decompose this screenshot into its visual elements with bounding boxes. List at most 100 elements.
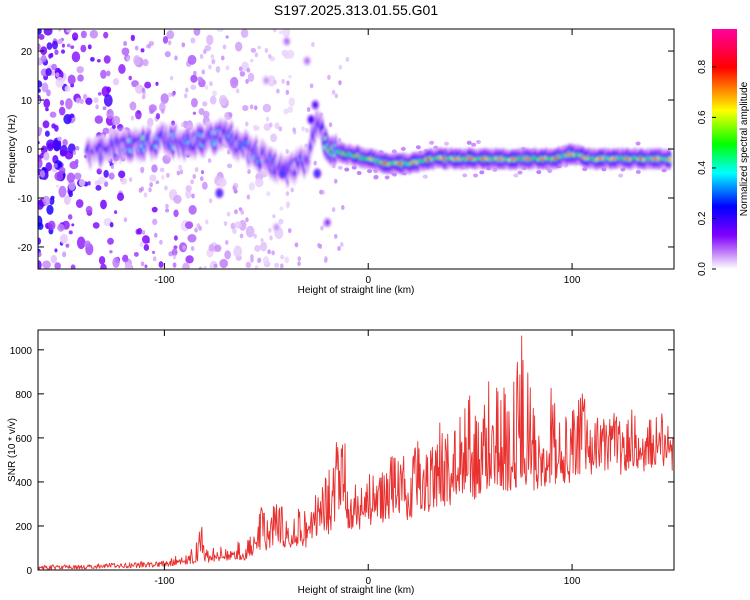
- spectrogram-noise-blob: [123, 217, 128, 223]
- spectrogram-noise-blob: [184, 87, 189, 93]
- spectrogram-noise-blob: [54, 262, 61, 269]
- spectrogram-noise-blob: [222, 44, 227, 50]
- spectrogram-noise-blob: [341, 205, 345, 211]
- spectrogram-noise-blob: [62, 251, 67, 258]
- spectrogram-secondary-blob: [274, 224, 279, 231]
- spectrogram-noise-blob: [266, 191, 271, 197]
- spectrogram-noise-blob: [143, 243, 150, 251]
- spectrogram-noise-blob: [141, 94, 146, 100]
- spectrogram-noise-blob: [232, 228, 237, 234]
- spectrogram-noise-blob: [178, 164, 183, 170]
- spectrogram-noise-blob: [63, 114, 72, 125]
- spectrogram-noise-blob: [155, 180, 160, 185]
- spectrogram-noise-blob: [38, 260, 42, 269]
- spectrogram-noise-blob: [199, 54, 204, 60]
- spectrogram-noise-blob: [75, 146, 80, 151]
- spectrogram-noise-blob: [164, 51, 171, 58]
- spectrogram-noise-blob: [180, 122, 185, 128]
- spectrogram-noise-blob: [46, 89, 51, 97]
- spectrogram-noise-blob: [58, 106, 66, 116]
- spectrogram-noise-blob: [268, 227, 272, 233]
- spectrogram-noise-blob: [147, 117, 154, 127]
- spectrogram-noise-blob: [38, 199, 44, 210]
- spectrogram-noise-blob: [84, 240, 91, 248]
- spectrogram-noise-blob: [124, 262, 132, 269]
- spectrogram-noise-blob: [479, 170, 485, 175]
- spectrogram-noise-blob: [333, 233, 338, 239]
- spectrogram-noise-blob: [107, 237, 114, 245]
- spectrogram-noise-blob: [356, 171, 362, 176]
- spectrogram-noise-blob: [226, 163, 233, 169]
- spectrogram-noise-blob: [301, 126, 305, 132]
- spectrogram-noise-blob: [100, 263, 107, 269]
- spectrogram-noise-blob: [182, 262, 190, 269]
- spectrogram-noise-blob: [201, 69, 206, 75]
- spectrogram-noise-blob: [270, 133, 278, 143]
- spectrogram-noise-blob: [331, 89, 336, 95]
- spectrogram-noise-blob: [159, 239, 163, 245]
- spectrogram-noise-blob: [204, 219, 209, 225]
- spectrogram-noise-blob: [133, 251, 139, 257]
- spectrogram-noise-blob: [164, 185, 168, 191]
- spectrogram-noise-blob: [254, 125, 260, 131]
- spectrogram-noise-blob: [79, 98, 84, 105]
- spectrogram-noise-blob: [297, 261, 301, 267]
- spectrogram-noise-blob: [72, 150, 77, 155]
- spectrogram-noise-blob: [51, 40, 59, 50]
- spectrogram-noise-blob: [279, 206, 284, 211]
- spectrogram-noise-blob: [171, 120, 176, 126]
- spectrogram-secondary-blob: [216, 190, 222, 197]
- spectrogram-noise-blob: [233, 245, 243, 258]
- spectrogram-noise-blob: [50, 254, 58, 264]
- spectrogram-noise-blob: [250, 47, 257, 53]
- spectrogram-noise-blob: [118, 64, 126, 74]
- snr-ytick-label: 0: [26, 566, 32, 577]
- spectrogram-noise-blob: [54, 171, 64, 182]
- snr-plot-area: [38, 330, 674, 570]
- spectrogram-noise-blob: [38, 157, 43, 169]
- spectrogram-noise-blob: [54, 124, 59, 132]
- spectrogram-noise-blob: [536, 170, 542, 175]
- spectrogram-noise-blob: [247, 72, 255, 82]
- spectrogram-noise-blob: [249, 104, 254, 110]
- spectrogram-noise-blob: [95, 184, 102, 191]
- spectrogram-noise-blob: [334, 93, 339, 99]
- spectrogram-noise-blob: [42, 260, 51, 269]
- spectrogram-secondary-blob: [314, 170, 320, 177]
- spectrogram-ridge-cell: [668, 157, 672, 162]
- spectrogram-noise-blob: [337, 137, 342, 143]
- spectrogram-noise-blob: [228, 112, 233, 117]
- spectrogram-noise-blob: [59, 99, 65, 106]
- spectrogram-noise-blob: [471, 142, 477, 147]
- snr-ytick-label: 1000: [10, 346, 33, 357]
- spectrogram-noise-blob: [140, 168, 144, 174]
- spectrogram-noise-blob: [118, 170, 126, 179]
- spectrogram-noise-blob: [208, 243, 215, 252]
- spectrogram-noise-blob: [211, 90, 217, 97]
- spectrogram-noise-blob: [151, 206, 158, 213]
- spectrogram-noise-blob: [155, 113, 161, 120]
- spectrogram-noise-blob: [286, 204, 290, 209]
- spectrogram-noise-blob: [64, 150, 74, 160]
- spectrogram-noise-blob: [260, 238, 264, 242]
- spectrogram-noise-blob: [319, 189, 323, 195]
- spectrogram-noise-blob: [149, 109, 155, 114]
- spectrogram-noise-blob: [282, 29, 291, 38]
- spectrogram-noise-blob: [245, 217, 249, 223]
- spectrogram-noise-blob: [38, 251, 42, 258]
- spectrogram-noise-blob: [288, 97, 295, 107]
- colorbar-gradient: [712, 29, 737, 269]
- snr-ytick-label: 800: [15, 390, 32, 401]
- spectrogram-noise-blob: [192, 173, 197, 179]
- spectrogram-noise-blob: [49, 111, 57, 118]
- snr-ytick-label: 200: [15, 522, 32, 533]
- spectrogram-noise-blob: [209, 81, 213, 87]
- spectrogram-noise-blob: [217, 177, 227, 187]
- spectrogram-noise-blob: [176, 170, 181, 176]
- spectrogram-noise-blob: [225, 65, 230, 71]
- spectrogram-noise-blob: [140, 48, 145, 53]
- spectrogram-noise-blob: [46, 42, 53, 50]
- spectrogram-noise-blob: [239, 233, 244, 239]
- spectrogram-noise-blob: [280, 263, 284, 269]
